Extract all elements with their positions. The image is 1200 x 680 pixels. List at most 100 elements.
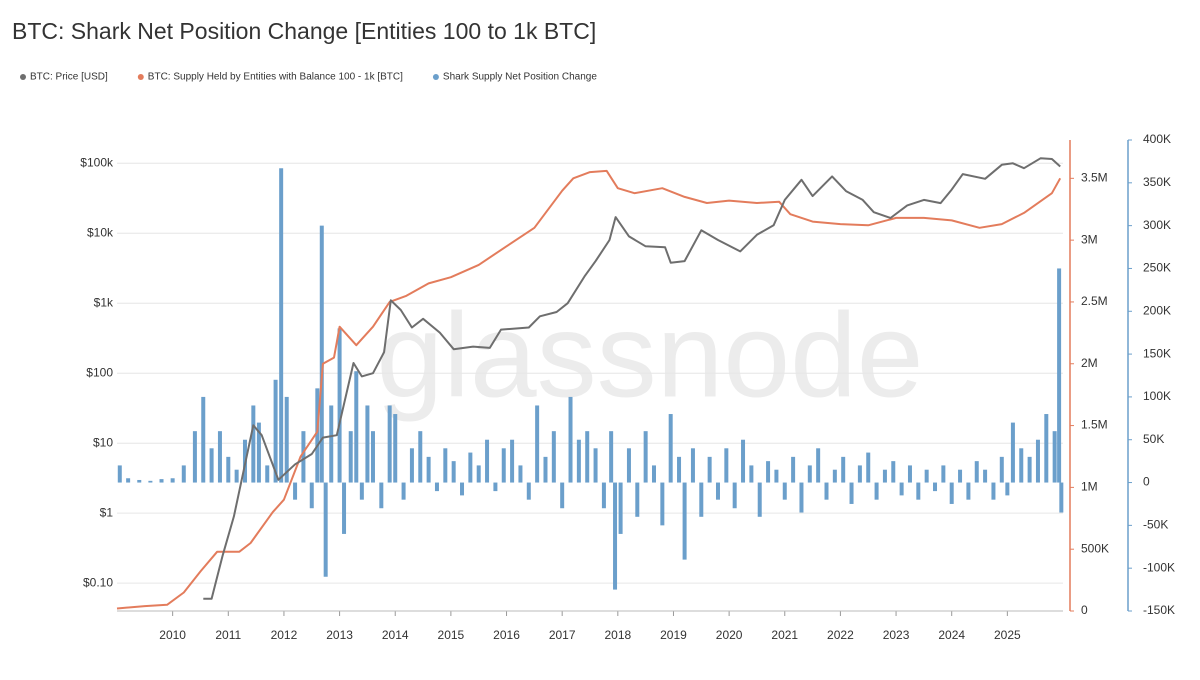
bar (832, 469, 837, 483)
y2-tick-label: 0 (1081, 603, 1088, 617)
x-tick-label: 2014 (382, 628, 409, 642)
bar (418, 431, 423, 483)
bar (510, 439, 515, 483)
bar (974, 461, 979, 483)
x-tick-label: 2025 (994, 628, 1021, 642)
legend-marker (432, 74, 439, 80)
x-tick-label: 2015 (438, 628, 465, 642)
bar (1019, 448, 1024, 483)
bar (635, 482, 640, 517)
bar (1005, 482, 1010, 496)
y3-tick-label: 0 (1143, 475, 1150, 489)
bar (899, 482, 904, 496)
bar (401, 482, 406, 500)
bar (148, 480, 153, 483)
bar (426, 456, 431, 483)
bar (434, 482, 439, 492)
chart-title: BTC: Shark Net Position Change [Entities… (12, 18, 596, 44)
x-tick-label: 2024 (938, 628, 965, 642)
bar (874, 482, 879, 500)
bar (409, 448, 414, 483)
bar (849, 482, 854, 504)
bar (543, 456, 548, 483)
bar (690, 448, 695, 483)
y3-tick-label: 350K (1143, 175, 1171, 189)
bar (1052, 431, 1057, 483)
line (116, 169, 1062, 610)
bar (443, 448, 448, 483)
bar (933, 482, 938, 492)
bar (791, 456, 796, 483)
bar (518, 465, 523, 483)
bar (476, 465, 481, 483)
x-tick-label: 2010 (159, 628, 186, 642)
bar (774, 469, 779, 483)
bar (941, 465, 946, 483)
bar (576, 439, 581, 483)
bar (724, 448, 729, 483)
bar (535, 405, 540, 483)
bar (329, 405, 334, 483)
x-tick-label: 2023 (883, 628, 910, 642)
x-tick-label: 2019 (660, 628, 687, 642)
line (203, 157, 1061, 600)
bar (958, 469, 963, 483)
bar (359, 482, 364, 500)
bar (387, 405, 392, 483)
bar (741, 439, 746, 483)
bar (882, 469, 887, 483)
bar (916, 482, 921, 500)
bar (159, 479, 164, 483)
bar (601, 482, 606, 509)
y2-tick-label: 3.5M (1081, 170, 1108, 184)
bar (1057, 268, 1062, 483)
bar (1059, 482, 1064, 513)
bar (226, 456, 231, 483)
bar (949, 482, 954, 504)
bar (983, 469, 988, 483)
bar (209, 448, 214, 483)
bar (217, 431, 222, 483)
bar (365, 405, 370, 483)
x-tick-label: 2021 (771, 628, 798, 642)
y-tick-label: $100k (80, 155, 114, 169)
bar (117, 465, 122, 483)
bar (715, 482, 720, 500)
y-tick-label: $10k (87, 225, 114, 239)
x-tick-label: 2020 (716, 628, 743, 642)
bar (643, 431, 648, 483)
bar (1027, 456, 1032, 483)
y2-tick-label: 2M (1081, 356, 1098, 370)
bar (1044, 414, 1049, 483)
bar (613, 482, 618, 590)
y3-tick-label: 200K (1143, 303, 1171, 317)
bar (966, 482, 971, 500)
y3-tick-label: 300K (1143, 218, 1171, 232)
bar (234, 469, 239, 483)
bar (126, 478, 131, 483)
bar (891, 461, 896, 483)
bar (626, 448, 631, 483)
bar (315, 388, 320, 483)
bar (460, 482, 465, 496)
y3-tick-label: 100K (1143, 389, 1171, 403)
bar (501, 448, 506, 483)
bar (181, 465, 186, 483)
bar (857, 465, 862, 483)
legend-marker (137, 74, 144, 80)
bar (323, 482, 328, 577)
bar (907, 465, 912, 483)
bar (354, 371, 359, 483)
bar (866, 452, 871, 483)
bar (799, 482, 804, 513)
y3-tick-label: -150K (1143, 603, 1175, 617)
bar (379, 482, 384, 509)
bar (560, 482, 565, 509)
bar (348, 431, 353, 483)
bar (526, 482, 531, 500)
y2-tick-label: 3M (1081, 232, 1098, 246)
y3-tick-label: 250K (1143, 261, 1171, 275)
bar (284, 396, 289, 483)
bar (677, 456, 682, 483)
y3-tick-label: -100K (1143, 560, 1175, 574)
